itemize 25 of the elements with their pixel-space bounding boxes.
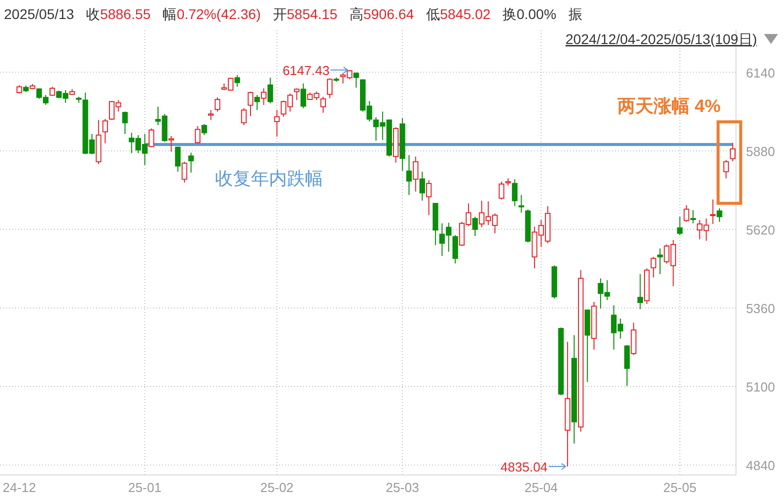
annotation: 4835.04 — [500, 460, 548, 475]
text: 2025/05/13 — [4, 6, 74, 22]
xtick-label: 25-03 — [386, 480, 420, 495]
xtick-label: 25-05 — [663, 480, 696, 495]
text: 收5886.55 — [86, 6, 151, 22]
text: 幅0.72%(42.36) — [162, 6, 261, 22]
annotation: 收复年内跌幅 — [214, 168, 323, 188]
text: 开5854.15 — [272, 6, 338, 22]
annotation: 6147.43 — [282, 63, 330, 78]
ytick-label: 5100 — [746, 379, 775, 394]
ytick-label: 5360 — [746, 300, 775, 316]
text: 振 — [568, 6, 582, 22]
xtick-label: 24-12 — [2, 480, 36, 495]
xtick-label: 25-02 — [260, 480, 294, 495]
annotation: 2024/12/04-2025/05/13(109日) — [566, 31, 757, 47]
ytick-label: 6140 — [746, 65, 775, 80]
annotation: 两天涨幅 4% — [616, 96, 721, 116]
text: 换0.00% — [502, 6, 556, 22]
text: 低5845.02 — [426, 6, 491, 22]
ytick-label: 4840 — [746, 458, 775, 474]
xtick-label: 25-04 — [524, 480, 558, 495]
text: 高5906.64 — [349, 6, 414, 22]
xtick-label: 25-01 — [128, 480, 162, 495]
ytick-label: 5880 — [746, 144, 775, 159]
ytick-label: 5620 — [746, 222, 775, 238]
